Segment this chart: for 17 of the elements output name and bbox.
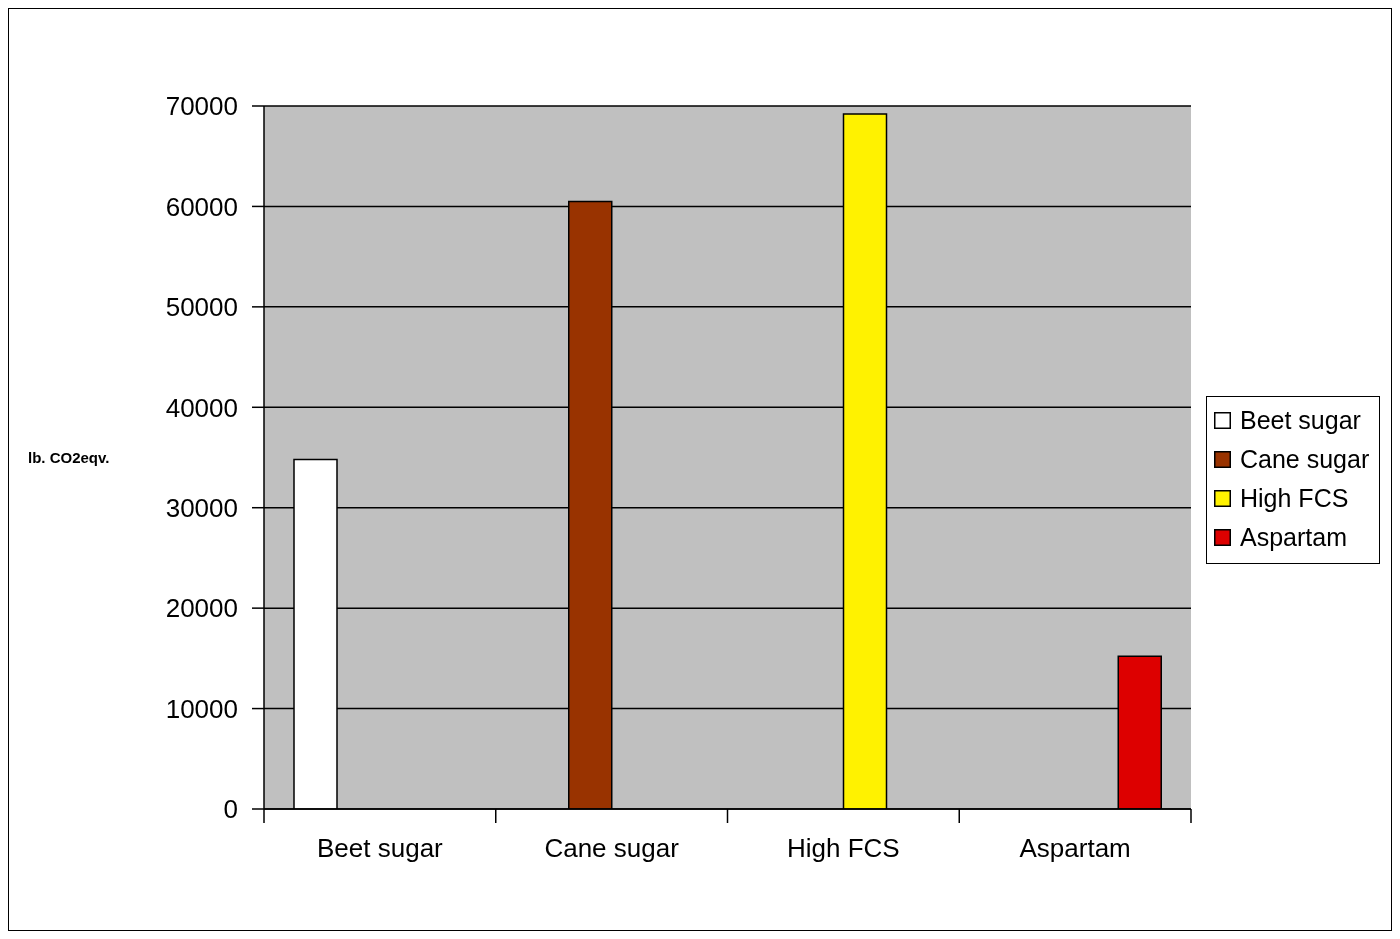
legend-label: Beet sugar [1240, 406, 1361, 435]
legend-label: High FCS [1240, 484, 1349, 513]
y-tick-label: 70000 [165, 91, 238, 122]
y-tick-label: 0 [223, 794, 238, 825]
y-axis-title: lb. CO2eqv. [28, 449, 110, 466]
y-tick-label: 30000 [165, 492, 238, 523]
y-tick-label: 10000 [165, 693, 238, 724]
y-tick-label: 20000 [165, 593, 238, 624]
y-tick-label: 40000 [165, 392, 238, 423]
x-tick-label: High FCS [787, 833, 900, 863]
legend-label: Cane sugar [1240, 445, 1370, 474]
legend-label: Aspartam [1240, 523, 1347, 552]
y-tick-label: 60000 [165, 191, 238, 222]
y-tick-label: 50000 [165, 292, 238, 323]
x-tick-label: Beet sugar [317, 833, 444, 863]
x-tick-label: Aspartam [1019, 833, 1131, 863]
x-tick-label: Cane sugar [544, 833, 680, 863]
